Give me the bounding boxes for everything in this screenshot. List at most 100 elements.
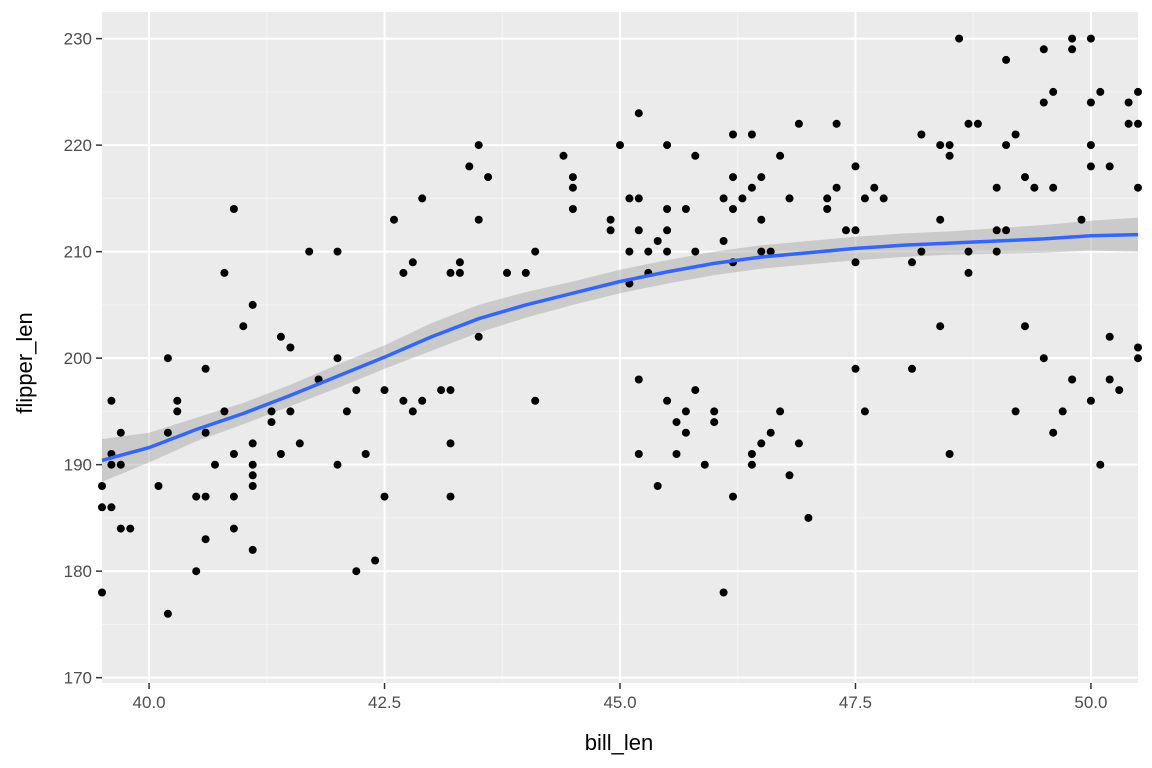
y-tick-label: 170	[64, 669, 92, 688]
data-point	[1068, 34, 1077, 43]
data-point	[653, 237, 662, 245]
data-point	[305, 247, 314, 256]
data-point	[380, 492, 389, 501]
data-point	[691, 151, 700, 160]
data-point	[248, 300, 257, 309]
data-point	[333, 460, 342, 469]
data-point	[691, 386, 700, 395]
confidence-ribbon	[102, 217, 1138, 482]
data-point	[992, 247, 1001, 256]
data-point	[1086, 162, 1095, 171]
data-point	[371, 556, 380, 565]
x-tick-label: 50.0	[1074, 693, 1107, 712]
x-axis-title: bill_len	[585, 730, 654, 755]
data-point	[992, 183, 1001, 192]
data-point	[531, 396, 540, 405]
data-point	[1134, 87, 1142, 96]
data-point	[173, 396, 182, 405]
data-point	[201, 428, 210, 437]
data-point	[107, 460, 116, 469]
data-point	[1086, 34, 1095, 43]
data-point	[474, 141, 483, 150]
data-point	[729, 492, 737, 501]
data-point	[738, 194, 747, 203]
data-point	[908, 364, 916, 373]
data-point	[992, 226, 1001, 235]
data-point	[211, 460, 219, 469]
data-point	[710, 418, 719, 427]
data-point	[832, 119, 841, 128]
data-point	[361, 450, 370, 458]
data-point	[408, 258, 417, 267]
data-point	[917, 130, 926, 139]
y-tick-label: 220	[64, 136, 92, 155]
data-point	[163, 428, 172, 437]
data-point	[98, 588, 106, 597]
data-point	[691, 247, 700, 256]
data-point	[1134, 343, 1142, 352]
data-point	[644, 247, 653, 256]
data-point	[785, 471, 794, 480]
data-point	[229, 205, 238, 213]
data-point	[879, 194, 888, 203]
y-tick-label: 200	[64, 349, 92, 368]
data-points	[98, 34, 1142, 618]
y-axis-ticks: 170 180 190 200 210 220 230	[64, 30, 102, 688]
data-point	[851, 226, 860, 235]
data-point	[239, 322, 248, 331]
data-point	[1086, 141, 1095, 150]
data-point	[804, 513, 813, 522]
data-point	[1124, 119, 1133, 128]
y-tick-label: 180	[64, 562, 92, 581]
data-point	[173, 407, 182, 416]
y-axis-title: flipper_len	[12, 312, 37, 414]
data-point	[446, 268, 455, 277]
data-point	[1049, 183, 1058, 192]
data-point	[163, 609, 172, 618]
data-point	[437, 386, 446, 395]
data-point	[625, 247, 634, 256]
data-point	[192, 492, 201, 501]
data-point	[1105, 162, 1114, 171]
data-point	[653, 482, 662, 490]
data-point	[559, 151, 568, 160]
data-point	[710, 407, 719, 416]
data-point	[1124, 98, 1133, 107]
data-point	[729, 173, 737, 182]
data-point	[663, 396, 672, 405]
data-point	[681, 407, 690, 416]
data-point	[333, 247, 342, 256]
x-tick-label: 45.0	[603, 693, 636, 712]
data-point	[201, 364, 210, 373]
data-point	[757, 439, 766, 448]
data-point	[908, 258, 916, 267]
data-point	[1030, 183, 1039, 192]
data-point	[1096, 460, 1105, 469]
data-point	[568, 173, 577, 182]
data-point	[399, 396, 408, 405]
data-point	[276, 450, 285, 458]
data-point	[851, 162, 860, 171]
y-tick-label: 210	[64, 243, 92, 262]
data-point	[1058, 407, 1067, 416]
data-point	[729, 205, 737, 213]
data-point	[663, 226, 672, 235]
data-point	[229, 450, 238, 458]
data-point	[107, 503, 116, 512]
data-point	[616, 141, 624, 150]
smooth-line	[101, 232, 1139, 463]
data-point	[719, 237, 728, 245]
data-point	[1134, 354, 1142, 363]
data-point	[634, 226, 643, 235]
data-point	[936, 322, 945, 331]
data-point	[248, 439, 257, 448]
data-point	[446, 386, 455, 395]
data-point	[455, 268, 464, 277]
data-point	[154, 482, 163, 490]
data-point	[248, 460, 257, 469]
data-point	[163, 354, 172, 363]
data-point	[446, 439, 455, 448]
data-point	[700, 460, 709, 469]
data-point	[248, 545, 257, 554]
data-point	[955, 34, 964, 43]
